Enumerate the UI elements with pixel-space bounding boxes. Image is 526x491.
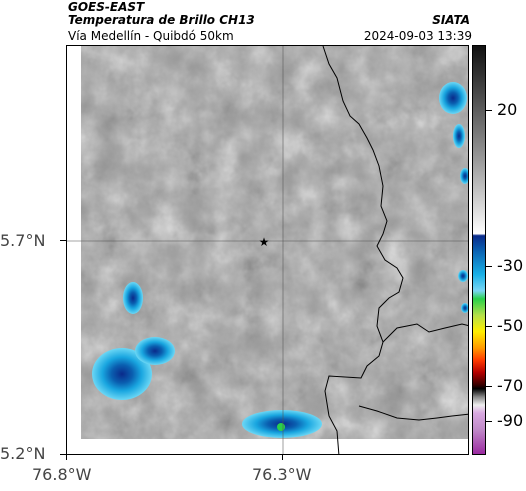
- colorbar-tick: [486, 266, 492, 267]
- department-boundary: [322, 46, 404, 454]
- product-title: Temperatura de Brillo CH13: [68, 13, 255, 27]
- satellite-title: GOES-EAST: [68, 0, 145, 14]
- colorbar-label-minus-30: -30: [497, 256, 524, 275]
- department-boundary: [358, 405, 468, 421]
- cold-cloud-patch: [453, 124, 465, 148]
- cold-cloud-patch: [123, 282, 143, 314]
- colorbar-tick: [486, 386, 492, 387]
- lon-tick-mark: [282, 455, 283, 460]
- colorbar-tick: [486, 326, 492, 327]
- cold-cloud-patch: [135, 337, 175, 365]
- lon-tick-76-8: 76.8°W: [32, 465, 92, 484]
- satellite-map[interactable]: ★: [66, 45, 469, 455]
- cold-cloud-patch: [458, 270, 468, 282]
- colorbar-label-minus-70: -70: [497, 376, 524, 395]
- department-boundary: [382, 323, 468, 343]
- lat-tick-5-7: 5.7°N: [0, 231, 46, 250]
- colorbar-label-20: 20: [497, 100, 518, 119]
- colorbar-tick: [486, 421, 492, 422]
- cold-cloud-patch: [439, 82, 467, 114]
- map-svg: ★: [67, 46, 468, 454]
- lat-tick-5-2: 5.2°N: [0, 444, 46, 463]
- temperature-colorbar: [472, 45, 486, 455]
- lat-tick-mark: [60, 240, 66, 241]
- datetime-label: 2024-09-03 13:39: [363, 29, 472, 43]
- lon-tick-mark: [66, 455, 67, 460]
- star-marker[interactable]: ★: [259, 235, 270, 249]
- colorbar-tick: [486, 110, 492, 111]
- colorbar-label-minus-50: -50: [497, 316, 524, 335]
- colorbar-label-minus-90: -90: [497, 411, 524, 430]
- lat-tick-mark: [60, 454, 66, 455]
- cold-cloud-patch: [92, 348, 152, 400]
- organization-label: SIATA: [432, 13, 470, 27]
- route-subtitle: Vía Medellín - Quibdó 50km: [68, 29, 234, 43]
- cold-cloud-patch: [460, 168, 468, 184]
- lon-tick-76-3: 76.3°W: [252, 465, 312, 484]
- cold-cloud-patch: [461, 303, 468, 313]
